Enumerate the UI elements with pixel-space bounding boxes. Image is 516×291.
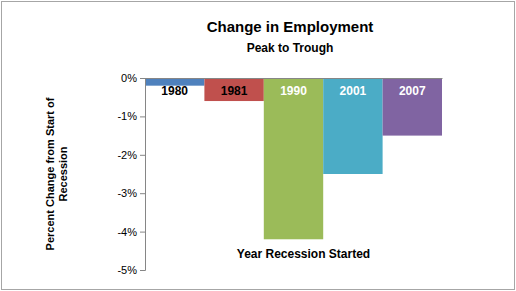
bar <box>323 78 382 174</box>
y-axis-title: Percent Change from Start ofRecession <box>44 97 69 250</box>
y-tick-label: -4% <box>117 226 137 238</box>
title: Change in Employment <box>207 18 374 35</box>
y-tick-mark <box>140 116 145 117</box>
bar <box>204 78 263 101</box>
category-label: 2001 <box>340 84 367 98</box>
category-label: 2007 <box>399 84 426 98</box>
chart: -5% -4% -3% -2% -1% 0% 1980 1981 1990 2001 2007 Cha… <box>0 0 516 291</box>
y-tick-label: 0% <box>121 72 137 84</box>
bar <box>264 78 323 239</box>
y-tick: -5% <box>117 264 145 276</box>
y-axis-line <box>140 79 146 271</box>
x-axis-line <box>146 78 443 79</box>
y-tick-mark <box>140 270 145 271</box>
y-tick: -4% <box>117 226 145 238</box>
x-axis-title: Year Recession Started <box>237 247 370 261</box>
y-tick: -3% <box>117 187 145 199</box>
y-tick-label: -1% <box>117 110 137 122</box>
chart-border <box>2 2 515 290</box>
y-tick: -2% <box>117 149 145 161</box>
category-label: 1981 <box>221 84 248 98</box>
y-axis: -5% -4% -3% -2% -1% 0% <box>117 72 145 276</box>
category-labels: 1980 1981 1990 2001 2007 <box>161 84 426 98</box>
y-tick: -1% <box>117 110 145 122</box>
y-tick-label: -2% <box>117 149 137 161</box>
y-tick-mark <box>140 78 145 79</box>
y-tick-mark <box>140 232 145 233</box>
y-tick-mark <box>140 155 145 156</box>
y-tick-label: -5% <box>117 264 137 276</box>
bars <box>145 78 442 239</box>
category-label: 1980 <box>161 84 188 98</box>
y-axis-title-line: Recession <box>57 146 69 201</box>
y-axis-title-line: Percent Change from Start of <box>44 97 56 250</box>
y-tick-mark <box>140 193 145 194</box>
category-label: 1990 <box>280 84 307 98</box>
y-tick-label: -3% <box>117 187 137 199</box>
subtitle: Peak to Trough <box>247 41 334 55</box>
x-axis <box>146 78 443 79</box>
bar <box>383 78 442 136</box>
y-tick: 0% <box>121 72 145 84</box>
